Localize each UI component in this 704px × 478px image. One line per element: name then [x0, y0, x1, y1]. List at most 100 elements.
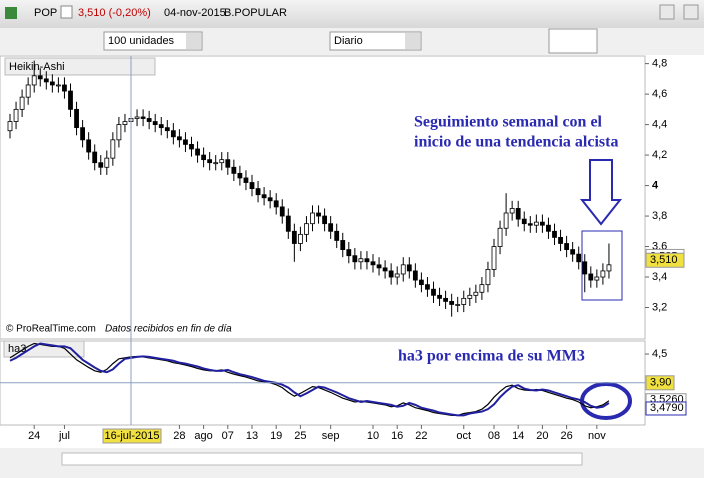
candle-body: [564, 243, 569, 250]
candle-body: [400, 264, 406, 275]
candle-body: [358, 258, 364, 263]
indicator-line: [9, 342, 610, 417]
x-tick-label: 13: [246, 430, 258, 442]
candle-body: [437, 294, 442, 299]
dropdown-arrow: [405, 33, 420, 49]
candle-body: [140, 116, 146, 119]
instrument-name: B.POPULAR: [224, 7, 287, 19]
y-tick-label: 3,2: [652, 301, 667, 313]
candle-body: [31, 75, 37, 86]
candle-body: [322, 215, 328, 225]
x-tick-label: 07: [222, 430, 234, 442]
candle-body: [394, 273, 400, 278]
candle-body: [485, 269, 491, 286]
x-tick-label: oct: [456, 430, 471, 442]
units: 100 unidades: [108, 35, 175, 47]
candle-body: [86, 139, 92, 153]
candle-body: [316, 212, 321, 217]
x-tick-label: 08: [488, 430, 500, 442]
candle-body: [201, 154, 207, 161]
x-tick-label: 25: [294, 430, 306, 442]
candle-body: [231, 166, 237, 174]
candle-body: [43, 78, 49, 83]
candle-body: [473, 291, 479, 296]
candle-body: [249, 182, 255, 190]
close-button[interactable]: [683, 4, 699, 20]
candle-body: [146, 118, 152, 122]
pane-title: Heikin-Ashi: [9, 61, 65, 73]
candle-body: [310, 212, 315, 225]
candle-body: [279, 206, 285, 217]
candle-body: [25, 84, 31, 98]
candle-body: [13, 108, 19, 122]
candle-body: [515, 208, 521, 220]
candle-body: [388, 270, 394, 278]
candle-body: [122, 121, 128, 125]
x-tick-label: 19: [270, 430, 282, 442]
candle-body: [37, 75, 43, 80]
period-dropdown[interactable]: [329, 31, 422, 51]
chart-style-button[interactable]: [548, 28, 598, 54]
candle-body: [382, 267, 388, 272]
price-change: 3,510 (-0,20%): [78, 7, 151, 19]
scrollbar[interactable]: [61, 452, 583, 466]
dropdown-arrow: [186, 33, 201, 49]
highlight-box: [581, 230, 623, 301]
pane-header: [4, 57, 156, 76]
x-tick-label: 28: [173, 430, 185, 442]
candle-body: [479, 284, 485, 293]
candle-body: [183, 139, 188, 145]
x-tick-label: sep: [322, 430, 340, 442]
x-tick-label: nov: [588, 430, 606, 442]
candle-body: [346, 249, 352, 257]
annotation: ha3 por encima de su MM3: [398, 348, 585, 365]
y-tick-label: 4,2: [652, 149, 667, 161]
candle-body: [134, 116, 140, 119]
candle-body: [546, 224, 551, 232]
candle-body: [273, 200, 279, 208]
indicator-line: [9, 342, 610, 417]
y-tick-label: 4: [652, 179, 659, 191]
candle-body: [176, 136, 182, 141]
candle-body: [207, 159, 213, 164]
candle-body: [352, 255, 358, 263]
candle-body: [261, 194, 267, 199]
candle-body: [68, 90, 73, 110]
x-tick-label: 26: [560, 430, 572, 442]
candle-body: [92, 151, 98, 164]
candle-body: [606, 264, 612, 272]
candle-body: [152, 121, 158, 125]
candle-body: [340, 240, 346, 250]
candle-body: [297, 233, 303, 244]
candle-body: [285, 215, 291, 232]
symbol: POP: [34, 7, 57, 19]
value-box: [645, 401, 687, 416]
candle-body: [110, 139, 116, 159]
candle-body: [74, 108, 79, 129]
candle-body: [600, 270, 606, 278]
candle-body: [104, 157, 110, 168]
candle-body: [552, 230, 557, 238]
candle-body: [267, 197, 273, 202]
candle-body: [588, 273, 594, 281]
data-note: Datos recibidos en fin de día: [105, 324, 232, 335]
candle-body: [56, 84, 61, 87]
units-dropdown[interactable]: [103, 31, 203, 51]
candle-body: [291, 230, 297, 244]
x-tick-label: 22: [415, 430, 427, 442]
minimize-button[interactable]: [659, 4, 675, 20]
candle-body: [461, 297, 467, 305]
candle-body: [576, 253, 582, 263]
candle-body: [189, 144, 194, 150]
candle-body: [370, 261, 376, 266]
candle-body: [328, 223, 334, 232]
candle-body: [364, 258, 370, 263]
candle-body: [540, 221, 545, 226]
crosshair-level: 3,90: [650, 377, 671, 389]
info-icon[interactable]: [60, 5, 73, 19]
y-tick-label: 4,4: [652, 119, 667, 131]
candle-body: [219, 159, 225, 164]
value-label: 3,4790: [650, 402, 684, 414]
y-tick-label: 4,6: [652, 88, 667, 100]
